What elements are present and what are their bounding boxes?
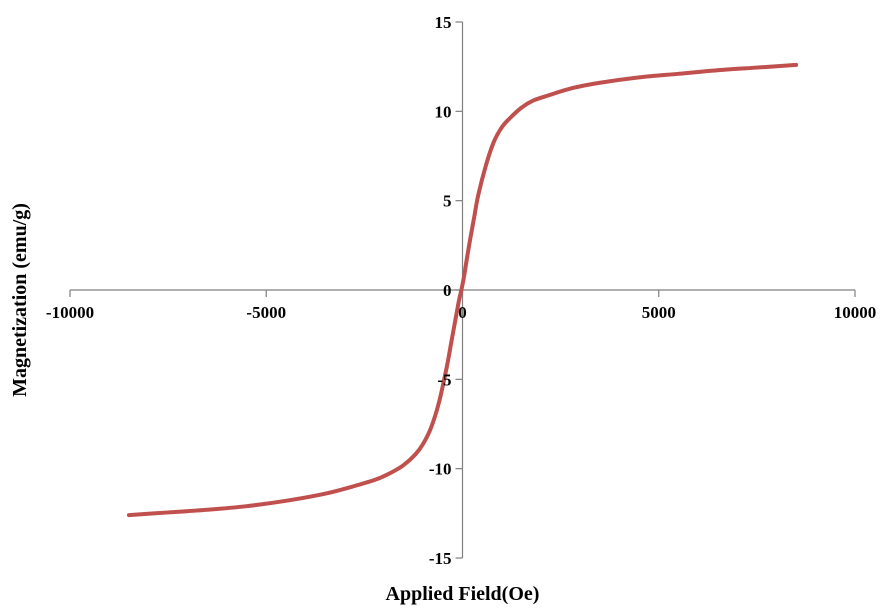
- y-tick-label: 15: [435, 13, 452, 32]
- x-axis-title: Applied Field(Oe): [386, 583, 540, 605]
- y-tick-label: 0: [443, 281, 452, 300]
- y-tick-label: 5: [443, 192, 452, 211]
- x-tick-label: 0: [458, 303, 467, 322]
- y-tick-label: -15: [429, 549, 452, 568]
- y-tick-label: -10: [429, 460, 452, 479]
- x-tick-label: -5000: [246, 303, 286, 322]
- series-layer: [126, 62, 799, 518]
- y-tick-label: -5: [437, 370, 451, 389]
- x-tick-label: 10000: [834, 303, 877, 322]
- x-tick-label: -10000: [46, 303, 94, 322]
- x-tick-label: 5000: [642, 303, 676, 322]
- y-axis-title: Magnetization (emu/g): [9, 203, 31, 397]
- tick-labels: -10000 -5000 0 5000 10000 -15 -10 -5 0 5 10 15: [46, 13, 876, 568]
- magnetization-curve: [126, 62, 799, 518]
- y-tick-label: 10: [435, 102, 452, 121]
